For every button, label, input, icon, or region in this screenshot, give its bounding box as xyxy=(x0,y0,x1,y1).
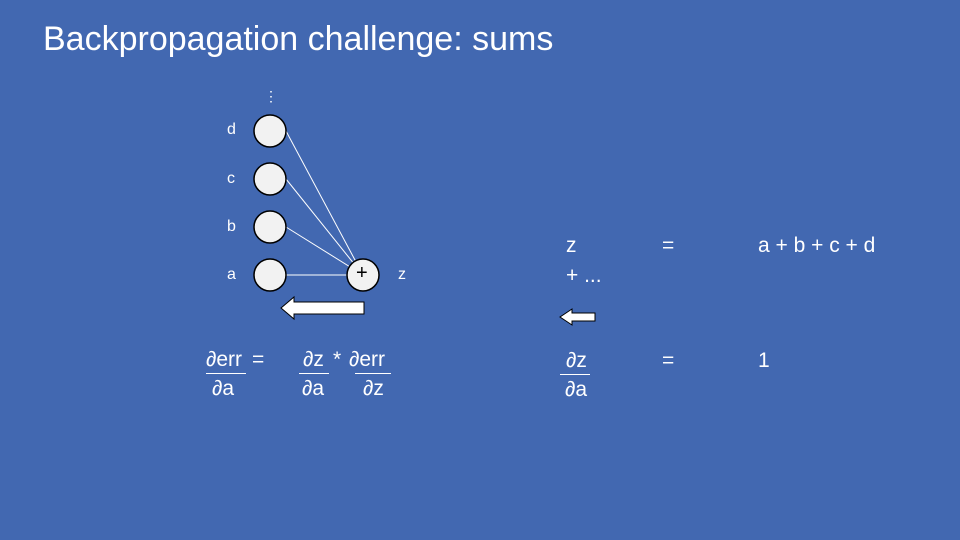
edge-d-to-sum xyxy=(285,130,364,276)
sum-node xyxy=(346,258,380,292)
term2-denominator: ∂z xyxy=(363,377,384,400)
z-rhs: a + b + c + d xyxy=(758,234,876,257)
deriv-denominator: ∂a xyxy=(565,378,588,401)
lhs-denominator: ∂a xyxy=(212,377,235,400)
z-lhs: z xyxy=(566,234,577,257)
deriv-numerator: ∂z xyxy=(566,349,587,372)
lhs-fraction-bar xyxy=(206,373,246,374)
label-d: d xyxy=(227,121,236,138)
lhs-numerator: ∂err xyxy=(206,348,243,371)
sum-symbol: + xyxy=(356,262,368,284)
edge-c-to-sum xyxy=(285,178,364,276)
deriv-equals: = xyxy=(662,349,675,372)
label-a: a xyxy=(227,266,236,283)
times-sign: * xyxy=(333,348,342,371)
term2-fraction-bar xyxy=(355,373,391,374)
z-rhs-continued: + ... xyxy=(566,264,602,287)
term1-denominator: ∂a xyxy=(302,377,325,400)
label-b: b xyxy=(227,218,236,235)
lhs-equals: = xyxy=(252,348,265,371)
ellipsis-vertical-icon: ⋮ xyxy=(264,88,278,104)
term1-numerator: ∂z xyxy=(303,348,324,371)
deriv-value: 1 xyxy=(758,349,770,372)
small-arrow-left-icon xyxy=(559,308,596,326)
node-b xyxy=(253,210,287,244)
z-equals: = xyxy=(662,234,675,257)
backprop-arrow-left-icon xyxy=(280,295,365,321)
node-a xyxy=(253,258,287,292)
term1-fraction-bar xyxy=(299,373,329,374)
node-d xyxy=(253,114,287,148)
slide-title: Backpropagation challenge: sums xyxy=(43,20,554,58)
deriv-fraction-bar xyxy=(560,374,590,375)
term2-numerator: ∂err xyxy=(349,348,386,371)
node-c xyxy=(253,162,287,196)
label-c: c xyxy=(227,170,235,187)
label-z: z xyxy=(398,266,406,283)
